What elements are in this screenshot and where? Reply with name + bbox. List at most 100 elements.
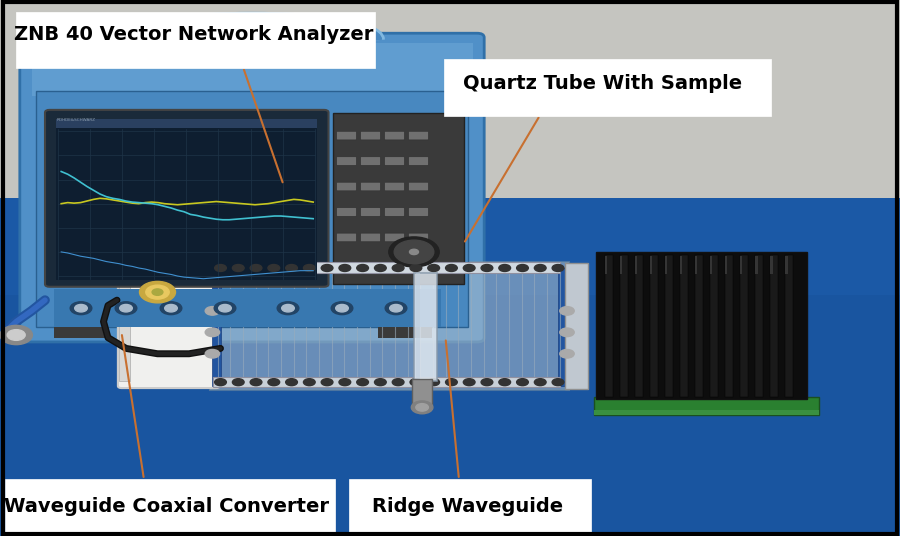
Text: ROHDE&SCHWARZ: ROHDE&SCHWARZ bbox=[57, 117, 95, 122]
Bar bbox=[605, 256, 608, 274]
Bar bbox=[665, 255, 673, 397]
Text: ZNB 40 Vector Network Analyzer: ZNB 40 Vector Network Analyzer bbox=[14, 25, 373, 44]
Bar bbox=[594, 397, 819, 415]
Circle shape bbox=[535, 265, 546, 271]
Circle shape bbox=[356, 378, 368, 386]
Circle shape bbox=[336, 304, 348, 312]
Bar bbox=[785, 255, 793, 397]
Circle shape bbox=[285, 265, 297, 271]
Circle shape bbox=[560, 328, 574, 337]
Circle shape bbox=[215, 265, 227, 271]
Circle shape bbox=[392, 378, 404, 386]
Circle shape bbox=[535, 378, 546, 386]
Bar bbox=[36, 91, 468, 327]
FancyBboxPatch shape bbox=[409, 233, 428, 242]
Circle shape bbox=[268, 265, 280, 271]
Circle shape bbox=[146, 285, 169, 299]
FancyBboxPatch shape bbox=[384, 207, 404, 217]
Circle shape bbox=[482, 265, 493, 271]
FancyBboxPatch shape bbox=[409, 131, 428, 140]
Bar bbox=[680, 255, 688, 397]
Circle shape bbox=[464, 265, 475, 271]
Circle shape bbox=[282, 304, 294, 312]
Bar bbox=[755, 256, 758, 274]
Bar bbox=[213, 377, 560, 387]
Bar bbox=[770, 256, 772, 274]
Circle shape bbox=[428, 265, 439, 271]
Bar bbox=[620, 255, 628, 397]
Bar bbox=[785, 256, 788, 274]
Circle shape bbox=[410, 378, 422, 386]
Circle shape bbox=[321, 378, 333, 386]
Bar bbox=[0, 0, 900, 198]
Bar bbox=[56, 119, 317, 128]
Circle shape bbox=[410, 265, 422, 271]
Bar bbox=[634, 256, 637, 274]
Circle shape bbox=[446, 378, 457, 386]
FancyBboxPatch shape bbox=[384, 131, 404, 140]
FancyBboxPatch shape bbox=[384, 157, 404, 165]
Bar bbox=[710, 256, 713, 274]
Circle shape bbox=[410, 249, 418, 255]
FancyBboxPatch shape bbox=[361, 131, 381, 140]
Circle shape bbox=[152, 289, 163, 295]
FancyBboxPatch shape bbox=[337, 131, 356, 140]
Bar bbox=[0, 198, 900, 536]
Bar bbox=[596, 252, 807, 399]
Bar bbox=[414, 273, 436, 381]
FancyBboxPatch shape bbox=[409, 207, 428, 217]
Circle shape bbox=[560, 349, 574, 358]
Bar bbox=[634, 255, 644, 397]
Circle shape bbox=[165, 304, 177, 312]
FancyBboxPatch shape bbox=[409, 157, 428, 165]
Circle shape bbox=[268, 378, 280, 386]
Bar bbox=[594, 410, 819, 415]
Circle shape bbox=[277, 302, 299, 315]
Circle shape bbox=[160, 302, 182, 315]
Bar bbox=[665, 256, 668, 274]
Circle shape bbox=[75, 304, 87, 312]
Circle shape bbox=[7, 330, 25, 340]
Bar bbox=[558, 268, 567, 386]
FancyBboxPatch shape bbox=[5, 479, 335, 532]
Circle shape bbox=[0, 325, 32, 345]
Circle shape bbox=[214, 302, 236, 315]
Circle shape bbox=[374, 378, 386, 386]
Bar bbox=[725, 256, 727, 274]
Circle shape bbox=[232, 265, 244, 271]
Circle shape bbox=[205, 349, 220, 358]
Circle shape bbox=[416, 404, 428, 411]
FancyBboxPatch shape bbox=[409, 182, 428, 191]
Circle shape bbox=[385, 302, 407, 315]
Bar bbox=[650, 255, 658, 397]
Circle shape bbox=[560, 307, 574, 315]
Bar bbox=[710, 255, 718, 397]
Circle shape bbox=[115, 302, 137, 315]
Bar bbox=[680, 256, 682, 274]
Bar bbox=[725, 255, 734, 397]
Circle shape bbox=[389, 237, 439, 267]
Circle shape bbox=[140, 281, 176, 303]
Circle shape bbox=[215, 378, 227, 386]
Circle shape bbox=[411, 401, 433, 414]
FancyBboxPatch shape bbox=[361, 182, 381, 191]
Bar bbox=[565, 263, 588, 389]
Bar bbox=[695, 256, 698, 274]
Bar bbox=[740, 255, 748, 397]
Circle shape bbox=[303, 378, 315, 386]
FancyBboxPatch shape bbox=[361, 207, 381, 217]
Circle shape bbox=[250, 378, 262, 386]
Circle shape bbox=[552, 265, 563, 271]
Circle shape bbox=[517, 265, 528, 271]
Bar bbox=[378, 324, 432, 338]
FancyBboxPatch shape bbox=[384, 182, 404, 191]
FancyBboxPatch shape bbox=[361, 157, 381, 165]
FancyBboxPatch shape bbox=[337, 233, 356, 242]
FancyBboxPatch shape bbox=[337, 207, 356, 217]
FancyBboxPatch shape bbox=[337, 157, 356, 165]
Circle shape bbox=[394, 240, 434, 264]
Circle shape bbox=[482, 378, 493, 386]
Bar bbox=[54, 289, 441, 327]
FancyBboxPatch shape bbox=[384, 233, 404, 242]
Circle shape bbox=[339, 265, 351, 271]
